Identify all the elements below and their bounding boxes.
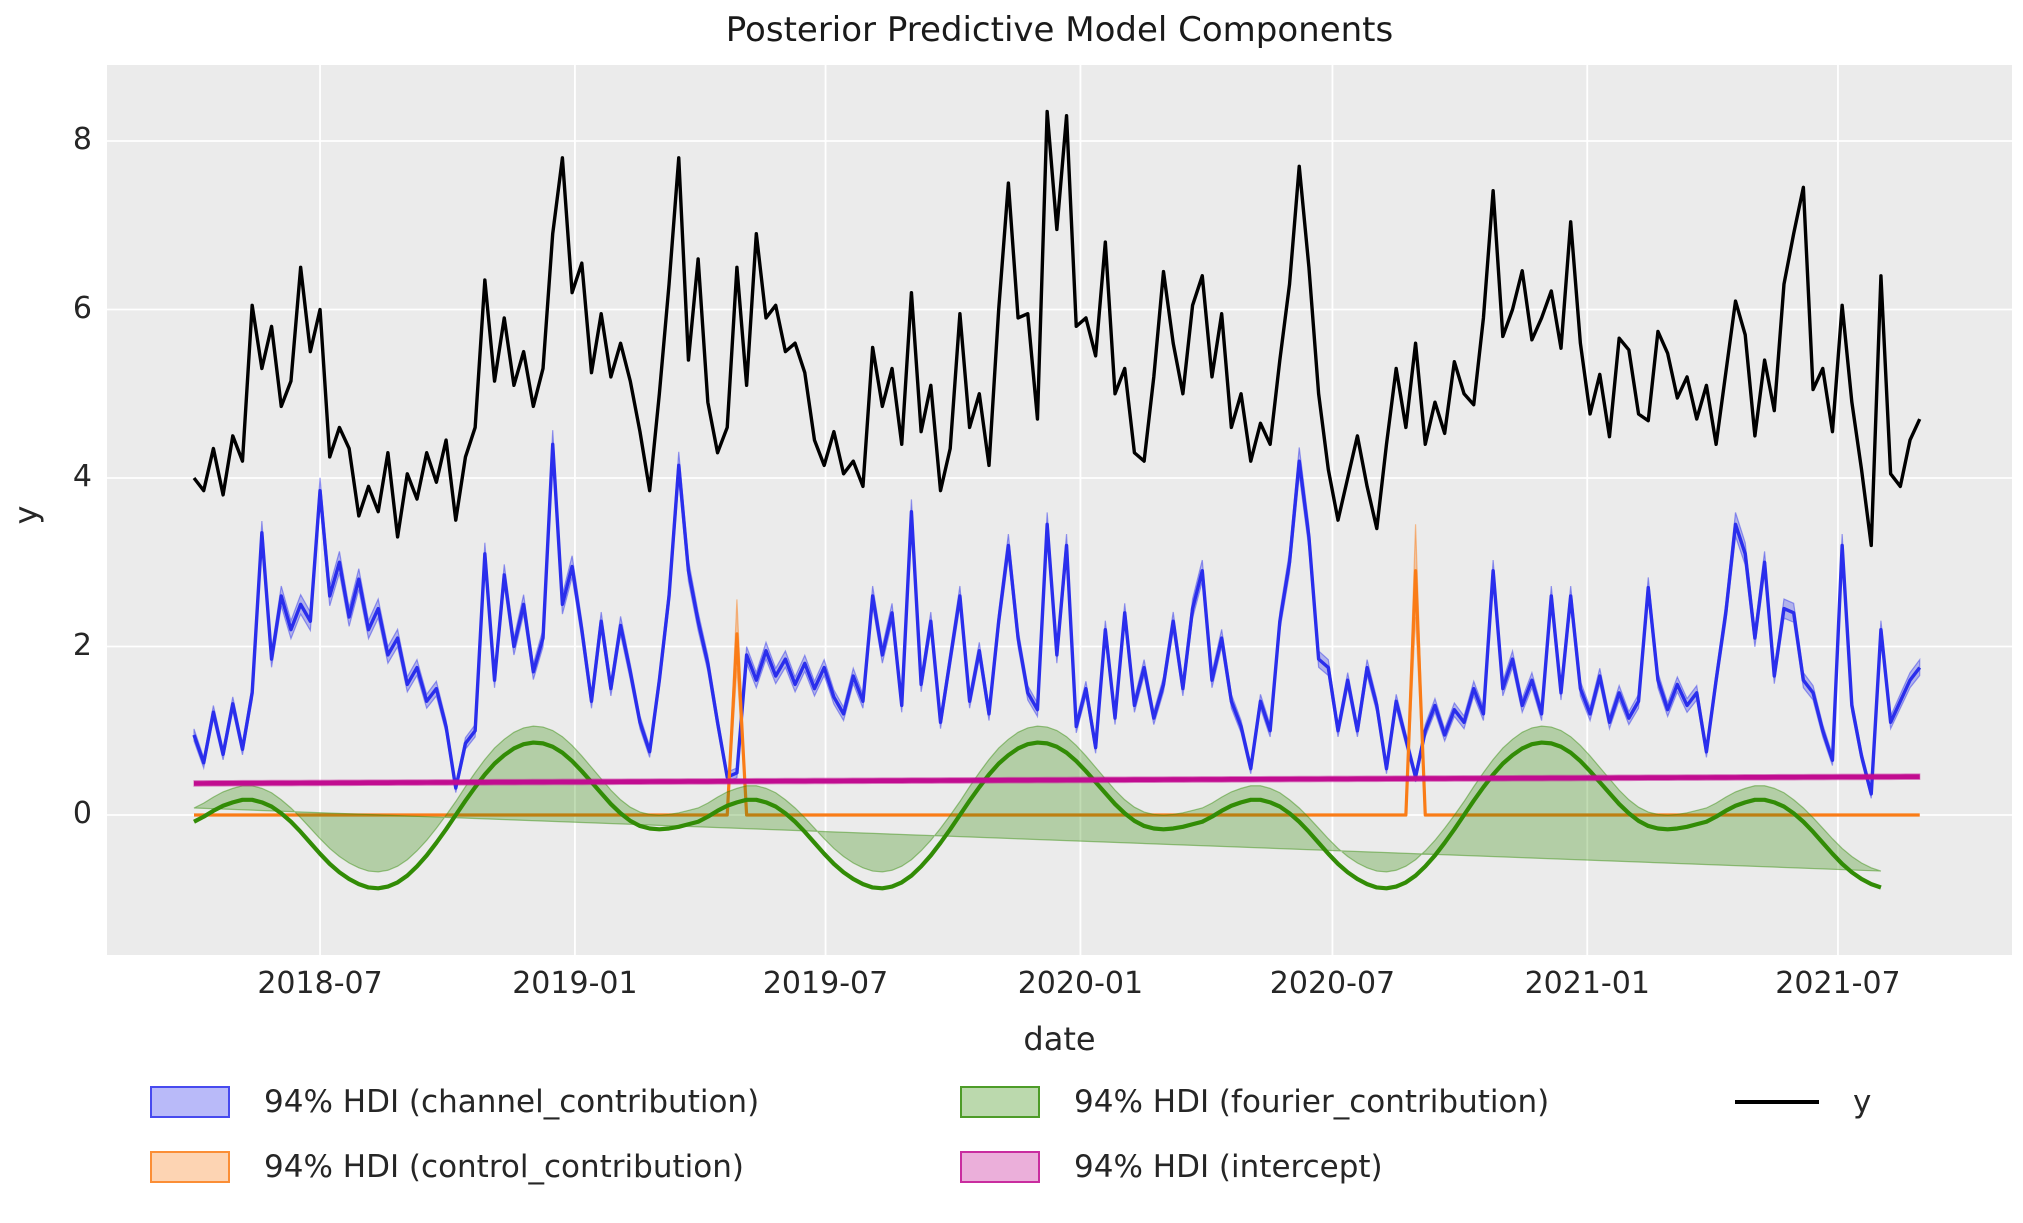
grid-lines <box>107 65 2012 955</box>
channel_contribution-mean-line <box>192 442 1922 796</box>
y-tick-8: 8 <box>72 122 92 157</box>
y-tick-2: 2 <box>72 627 92 663</box>
y-tick-0: 0 <box>72 796 92 831</box>
control-hdi-swatch <box>150 1151 230 1183</box>
intercept-hdi-swatch <box>960 1151 1040 1183</box>
y-tick-6: 6 <box>72 290 92 326</box>
legend-item-fourier-hdi: 94% HDI (fourier_contribution) <box>960 1080 1549 1124</box>
y-axis-label: y <box>7 505 45 525</box>
legend-item-intercept-hdi: 94% HDI (intercept) <box>960 1145 1383 1189</box>
legend-item-y: y <box>1735 1080 1871 1124</box>
legend-item-control-hdi: 94% HDI (control_contribution) <box>150 1145 744 1189</box>
channel-hdi-swatch <box>150 1086 230 1118</box>
y-tick-4: 4 <box>72 459 92 494</box>
chart-title: Posterior Predictive Model Components <box>725 10 1394 50</box>
x-tick-2021-07: 2021-07 <box>1775 966 1901 1001</box>
legend: 94% HDI (channel_contribution) 94% HDI (… <box>0 1072 2023 1212</box>
x-axis-label: date <box>1023 1020 1096 1058</box>
y-observed-line <box>192 109 1922 548</box>
y-line-swatch <box>1735 1100 1819 1104</box>
x-tick-2018-07: 2018-07 <box>257 966 383 1001</box>
x-tick-2019-01: 2019-01 <box>512 966 638 1001</box>
fourier_contribution-mean-line <box>193 740 1882 891</box>
x-tick-2021-01: 2021-01 <box>1524 966 1650 1001</box>
intercept-mean-line <box>193 774 1920 786</box>
x-tick-2020-01: 2020-01 <box>1017 966 1144 1001</box>
legend-item-channel-hdi: 94% HDI (channel_contribution) <box>150 1080 759 1124</box>
x-tick-2020-07: 2020-07 <box>1269 966 1396 1001</box>
x-tick-2019-07: 2019-07 <box>762 966 889 1001</box>
channel_contribution-hdi-band <box>193 430 1921 799</box>
fourier-hdi-swatch <box>960 1086 1040 1118</box>
